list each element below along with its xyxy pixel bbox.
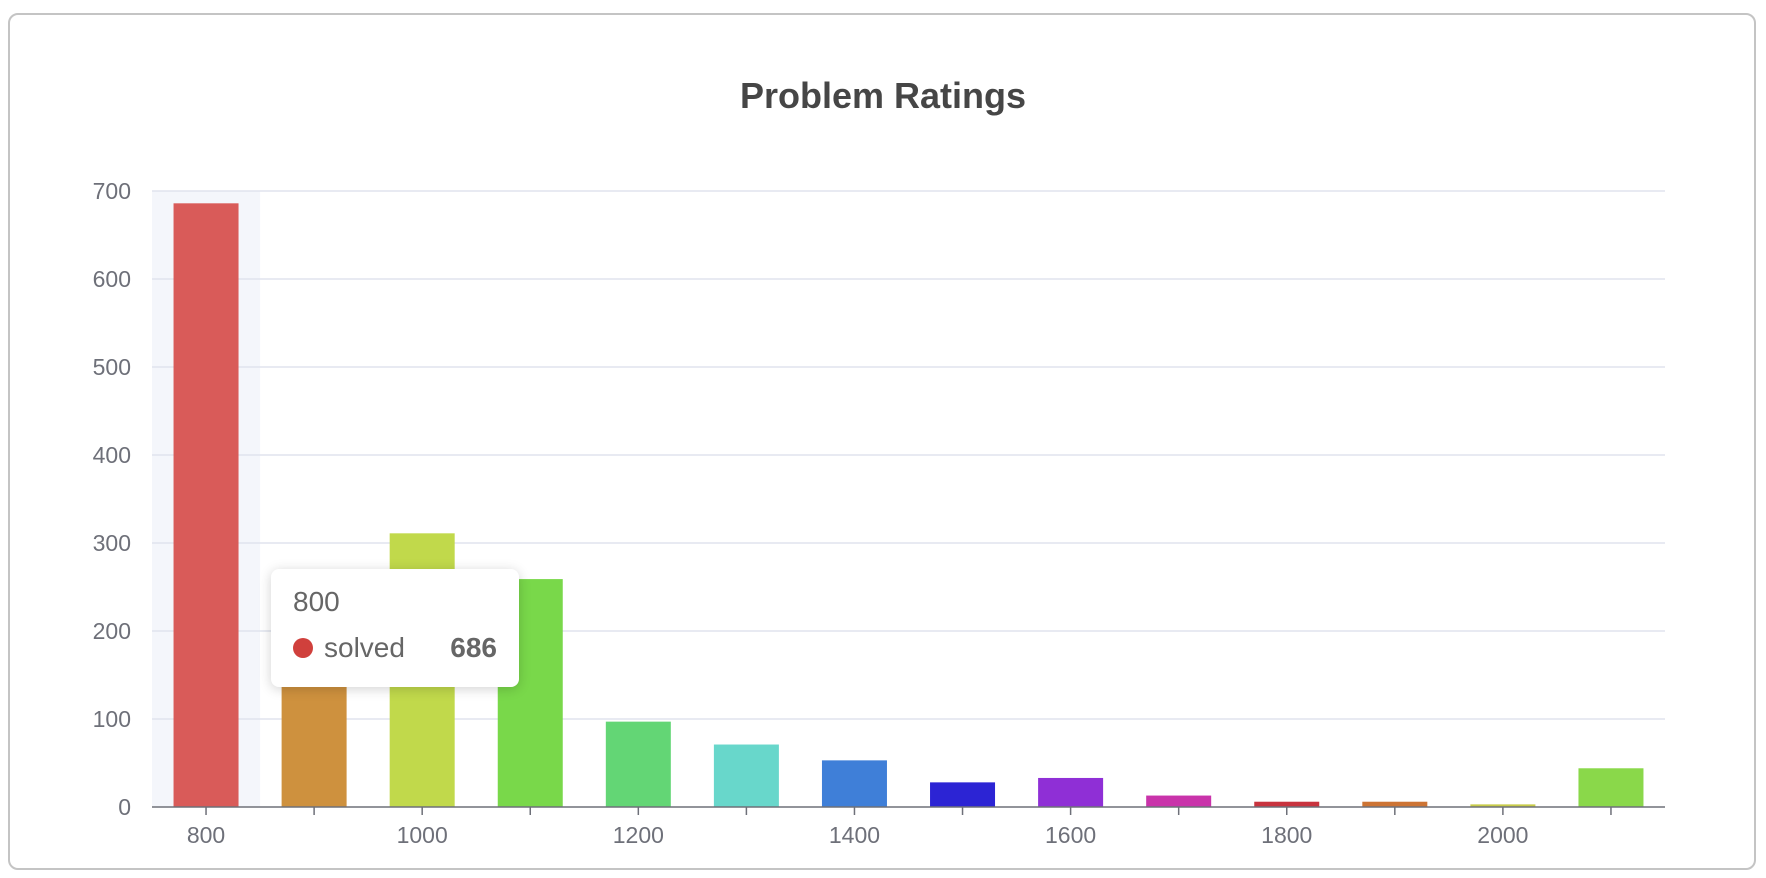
bar-2000 [1470,804,1536,807]
y-tick-label: 400 [93,442,131,468]
y-tick-label: 200 [93,618,131,644]
y-tick-label: 700 [93,178,131,204]
bar-1800 [1254,801,1320,807]
bar-2100 [1578,768,1644,807]
bar-1900 [1362,801,1428,807]
x-tick-label: 1200 [613,822,664,848]
x-tick-label: 800 [187,822,225,848]
bar-1300 [713,744,779,807]
x-tick-label: 1000 [397,822,448,848]
y-tick-label: 500 [93,354,131,380]
tooltip-title: 800 [293,586,340,617]
tooltip-series-name: solved [324,632,405,663]
bar-900 [281,666,347,807]
tooltip-value: 686 [450,632,497,663]
x-tick-label: 1600 [1045,822,1096,848]
bar-1700 [1146,795,1212,807]
x-tick-label: 1400 [829,822,880,848]
tooltip-series-marker [293,638,313,658]
y-tick-label: 300 [93,530,131,556]
tooltip-row: solved 686 [293,631,497,665]
y-tick-label: 100 [93,706,131,732]
chart-title: Problem Ratings [739,75,1027,116]
y-tick-label: 0 [118,794,131,820]
bar-800 [173,203,239,807]
bar-1600 [1038,777,1104,807]
x-tick-label: 1800 [1261,822,1312,848]
y-tick-label: 600 [93,266,131,292]
x-tick-label: 2000 [1477,822,1528,848]
tooltip: 800 solved 686 [271,569,519,687]
bar-1400 [821,760,887,807]
bar-1200 [605,721,671,807]
bar-1500 [930,782,996,807]
